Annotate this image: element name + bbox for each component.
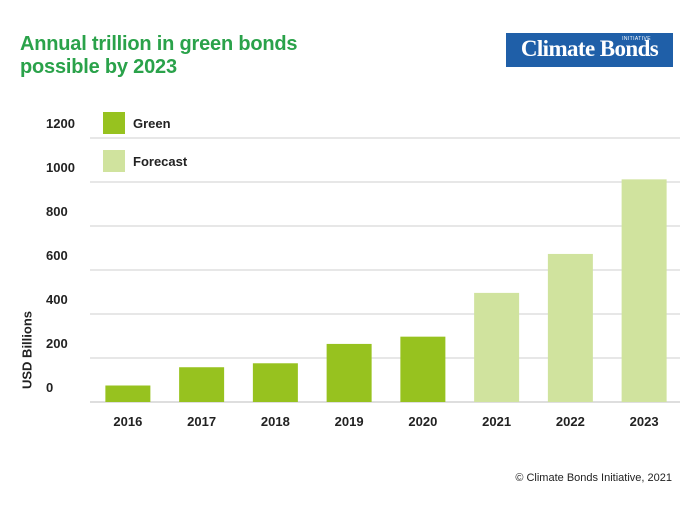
y-tick-label: 0 <box>46 380 53 395</box>
bar-2023 <box>621 179 667 402</box>
climate-bonds-logo: INITIATIVE Climate Bonds <box>506 33 673 67</box>
x-tick-label: 2016 <box>113 414 142 429</box>
logo-text: Climate Bonds <box>520 36 659 61</box>
legend-swatch-green <box>103 112 125 134</box>
x-tick-label: 2017 <box>187 414 216 429</box>
bar-2020 <box>400 336 446 402</box>
legend-label-forecast: Forecast <box>133 154 188 169</box>
x-tick-label: 2023 <box>630 414 659 429</box>
x-tick-label: 2019 <box>335 414 364 429</box>
bar-2016 <box>105 385 151 402</box>
x-tick-label: 2020 <box>408 414 437 429</box>
bar-2018 <box>252 363 298 402</box>
y-axis-label: USD Billions <box>19 310 35 390</box>
y-tick-label: 1000 <box>46 160 75 175</box>
y-tick-label: 200 <box>46 336 68 351</box>
x-tick-label: 2022 <box>556 414 585 429</box>
bar-2022 <box>547 253 593 402</box>
legend-swatch-forecast <box>103 150 125 172</box>
logo-subtext: INITIATIVE <box>622 36 651 42</box>
y-tick-label: 1200 <box>46 116 75 131</box>
bar-2019 <box>326 343 372 402</box>
chart-title: Annual trillion in green bonds possible … <box>20 33 298 78</box>
y-tick-label: 600 <box>46 248 68 263</box>
y-tick-label: 800 <box>46 204 68 219</box>
x-tick-label: 2018 <box>261 414 290 429</box>
legend-label-green: Green <box>133 116 171 131</box>
copyright-credit: © Climate Bonds Initiative, 2021 <box>515 472 672 484</box>
bar-2017 <box>179 367 225 402</box>
x-tick-label: 2021 <box>482 414 511 429</box>
y-tick-label: 400 <box>46 292 68 307</box>
bar-2021 <box>474 292 520 402</box>
